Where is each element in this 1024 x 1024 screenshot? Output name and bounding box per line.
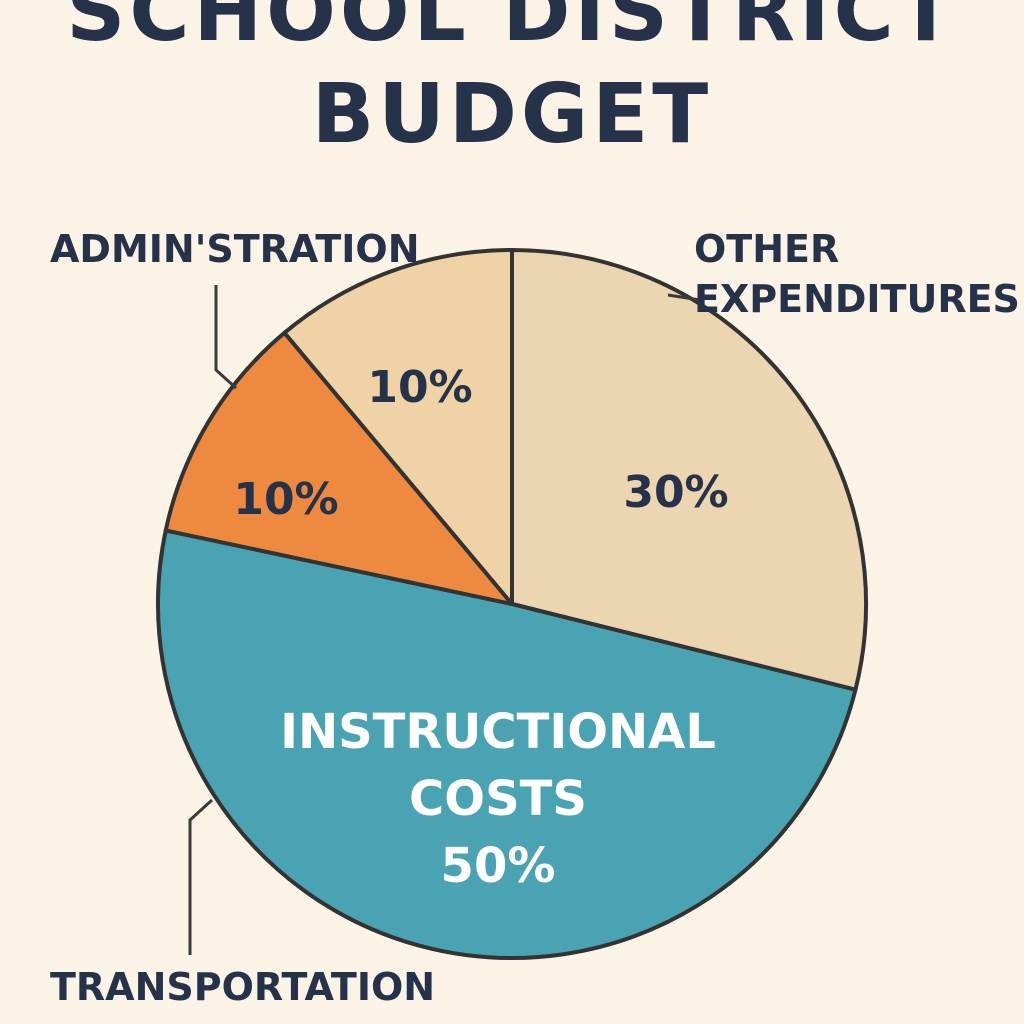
leader-line-admin xyxy=(214,285,238,390)
label-other-line-1: OTHER xyxy=(694,227,839,271)
leader-line-other xyxy=(667,293,701,302)
slice-administration xyxy=(282,248,514,606)
pct-other: 30% xyxy=(623,467,728,518)
label-transportation: TRANSPORTATION xyxy=(50,965,435,1009)
label-administration: ADMIN'STRATION xyxy=(50,227,420,271)
chart-title-line-2: BUDGET xyxy=(312,67,712,162)
slice-instructional-costs xyxy=(156,528,858,960)
label-instructional-line-2: COSTS xyxy=(409,771,587,827)
slice-transportation xyxy=(163,330,514,606)
label-instructional-line-1: INSTRUCTIONAL xyxy=(280,704,716,760)
pct-transport: 10% xyxy=(233,474,338,525)
pct-admin: 10% xyxy=(367,362,472,413)
slice-other-expenditures xyxy=(510,248,868,692)
pct-instructional: 50% xyxy=(441,838,556,894)
label-other-line-2: EXPENDITURES xyxy=(694,277,1020,321)
leader-line-transport xyxy=(188,798,214,955)
chart-title-line-1: SCHOOL DISTRICT xyxy=(66,0,957,60)
